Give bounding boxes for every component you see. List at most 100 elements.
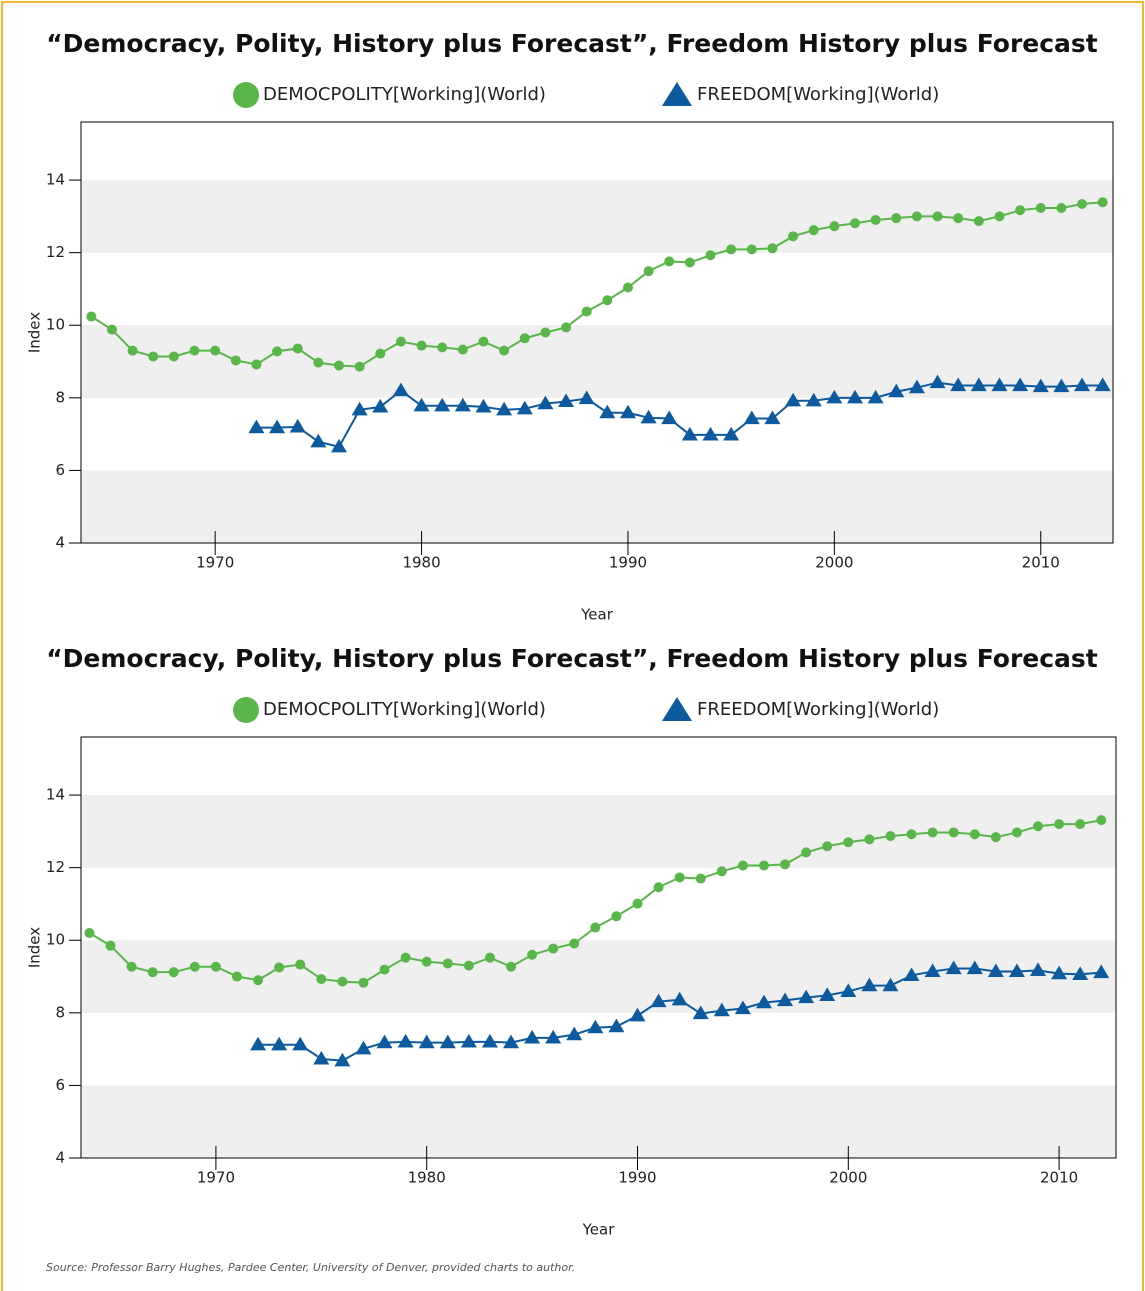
data-point [397, 1033, 414, 1048]
legend-marker [233, 82, 259, 108]
data-point [664, 256, 675, 267]
data-point [189, 345, 200, 356]
data-point [1056, 203, 1067, 214]
data-point [569, 938, 580, 949]
data-point [355, 1040, 372, 1055]
data-point [1030, 962, 1047, 976]
y-tick-label: 6 [55, 1076, 65, 1094]
data-point [599, 404, 616, 419]
grid-band [81, 1085, 1116, 1158]
data-point [990, 832, 1001, 843]
data-point [545, 1029, 562, 1044]
data-point [888, 383, 905, 398]
data-point [400, 952, 411, 963]
data-point [454, 397, 471, 412]
data-point [987, 963, 1004, 978]
data-point [86, 311, 97, 322]
data-point [798, 989, 815, 1004]
data-point [903, 967, 920, 982]
y-tick-label: 10 [46, 316, 65, 334]
data-point [334, 360, 344, 371]
data-point [590, 922, 601, 933]
data-point [924, 963, 941, 978]
y-tick-label: 12 [46, 243, 65, 261]
data-point [421, 956, 432, 967]
data-point [250, 1036, 267, 1051]
data-point [272, 346, 283, 357]
data-point [861, 977, 878, 992]
data-point [331, 438, 347, 453]
plot-frame [80, 736, 1117, 1159]
data-point [755, 994, 772, 1009]
data-point [882, 977, 899, 992]
data-point [608, 1018, 625, 1033]
data-point [271, 1036, 288, 1051]
data-point [460, 1033, 477, 1048]
data-point [1012, 377, 1029, 392]
data-point [1075, 819, 1086, 830]
x-tick-label: 1990 [618, 1169, 656, 1187]
data-point [785, 392, 802, 407]
source-note: Source: Professor Barry Hughes, Pardee C… [46, 1261, 575, 1274]
data-point [705, 250, 716, 261]
x-tick-label: 1980 [408, 1169, 446, 1187]
data-point [126, 961, 137, 972]
grid-band [81, 940, 1116, 1013]
data-point [994, 211, 1005, 222]
data-point [358, 977, 369, 988]
data-point [292, 1036, 309, 1051]
y-tick-label: 8 [55, 1003, 65, 1021]
data-point [764, 410, 781, 425]
data-point [478, 336, 489, 347]
y-tick-label: 4 [55, 1149, 65, 1167]
legend-label: FREEDOM[Working](World) [697, 84, 939, 105]
data-point [354, 361, 365, 372]
data-point [640, 409, 657, 424]
data-point [1011, 827, 1022, 838]
grid-band [81, 470, 1113, 543]
chart-title: “Democracy, Polity, History plus Forecas… [46, 644, 1098, 673]
data-point [310, 433, 327, 448]
data-point [499, 345, 510, 356]
data-point [395, 336, 406, 347]
data-point [695, 873, 706, 884]
data-point [908, 379, 925, 394]
data-point [819, 987, 836, 1002]
x-tick-label: 2000 [815, 554, 853, 572]
data-point [945, 960, 962, 975]
data-point [758, 860, 769, 871]
y-axis-label: Index [26, 927, 44, 968]
data-point [548, 943, 559, 954]
data-point [826, 389, 843, 404]
y-tick-label: 12 [46, 858, 65, 876]
data-point [372, 398, 389, 413]
data-point [969, 829, 980, 840]
data-point [463, 960, 474, 971]
y-axis-label: Index [26, 312, 44, 353]
data-point [413, 397, 430, 412]
data-point [822, 841, 833, 852]
data-point [106, 324, 117, 335]
data-point [746, 244, 757, 255]
legend-label: DEMOCPOLITY[Working](World) [263, 84, 546, 105]
data-point [734, 1000, 751, 1015]
data-point [674, 872, 685, 883]
data-point [767, 243, 778, 254]
data-point [558, 393, 575, 408]
data-point [503, 1034, 520, 1049]
data-point [231, 971, 242, 982]
data-point [313, 1050, 330, 1065]
data-point [643, 266, 654, 277]
data-point [105, 940, 116, 951]
data-point [829, 221, 840, 232]
data-point [1032, 378, 1049, 393]
data-point [891, 213, 902, 224]
x-tick-label: 2010 [1040, 1169, 1078, 1187]
data-point [948, 827, 959, 838]
data-point [506, 961, 517, 972]
data-point [991, 377, 1008, 392]
data-point [375, 348, 386, 359]
data-point [587, 1019, 604, 1034]
data-point [681, 426, 698, 441]
